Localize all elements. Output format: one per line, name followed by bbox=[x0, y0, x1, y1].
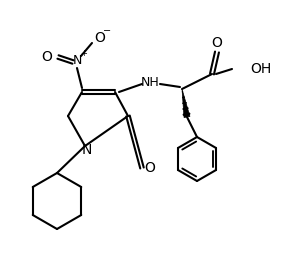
Polygon shape bbox=[182, 89, 190, 118]
Text: NH: NH bbox=[141, 75, 159, 88]
Text: O: O bbox=[94, 31, 105, 45]
Text: +: + bbox=[80, 50, 87, 58]
Text: O: O bbox=[145, 161, 156, 175]
Text: O: O bbox=[41, 50, 52, 64]
Text: N: N bbox=[82, 143, 92, 157]
Text: N: N bbox=[72, 54, 82, 67]
Text: −: − bbox=[103, 26, 111, 36]
Text: OH: OH bbox=[250, 62, 271, 76]
Text: O: O bbox=[212, 36, 222, 50]
